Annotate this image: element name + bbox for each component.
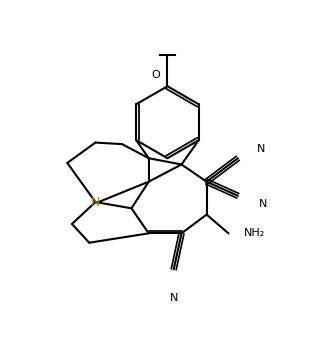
Text: N: N	[91, 195, 100, 209]
Text: N: N	[257, 144, 265, 154]
Text: N: N	[170, 292, 178, 303]
Text: O: O	[151, 70, 160, 80]
Text: N: N	[259, 199, 267, 209]
Text: NH₂: NH₂	[244, 228, 265, 238]
